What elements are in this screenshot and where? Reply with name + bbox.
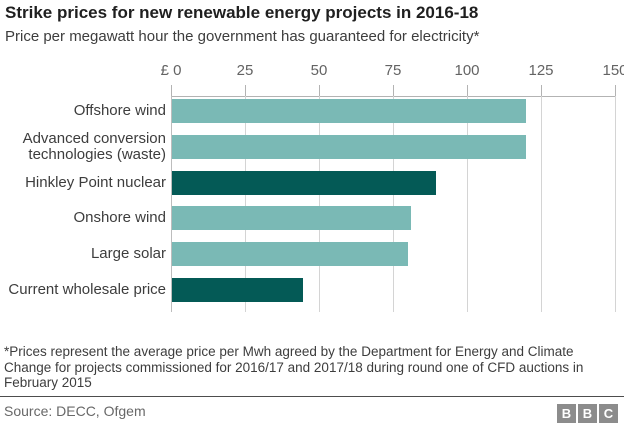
source-text: Source: DECC, Ofgem	[4, 403, 146, 419]
gridline	[393, 96, 394, 312]
axis-tick-mark	[319, 85, 320, 96]
axis-tick-label: 25	[236, 62, 254, 79]
divider	[0, 396, 624, 397]
gridline	[171, 96, 172, 312]
bbc-logo-letter: B	[578, 404, 597, 423]
bar	[172, 99, 527, 123]
bbc-logo-letter: B	[557, 404, 576, 423]
bbc-logo-letter: C	[599, 404, 618, 423]
chart-footnote: *Prices represent the average price per …	[4, 344, 584, 390]
gridline	[467, 96, 468, 312]
gridline	[245, 96, 246, 312]
gridline	[319, 96, 320, 312]
category-label: Large solar	[90, 245, 166, 262]
gridline	[541, 96, 542, 312]
bar	[172, 135, 527, 159]
category-label: Current wholesale price	[8, 281, 166, 298]
category-label: Hinkley Point nuclear	[25, 174, 166, 191]
axis-tick-mark	[541, 85, 542, 96]
bbc-logo: B B C	[557, 404, 618, 423]
category-label: Onshore wind	[73, 209, 166, 226]
bar-chart: £ 0 25 50 75 100 125 150 Offshore wind Advanced …	[8, 62, 624, 312]
axis-tick-mark	[467, 85, 468, 96]
axis-tick-label: £ 0	[160, 62, 182, 79]
bar	[172, 242, 408, 266]
bar	[172, 278, 303, 302]
axis-tick-label: 75	[384, 62, 402, 79]
category-label: Advanced conversion technologies (waste)	[22, 130, 166, 163]
gridline	[615, 96, 616, 312]
chart-subtitle: Price per megawatt hour the government h…	[5, 28, 480, 45]
axis-tick-label: 150	[602, 62, 624, 79]
axis-tick-label: 125	[528, 62, 554, 79]
axis-tick-label: 50	[310, 62, 328, 79]
chart-title: Strike prices for new renewable energy p…	[5, 3, 479, 22]
category-label: Offshore wind	[73, 102, 166, 119]
axis-tick-mark	[245, 85, 246, 96]
axis-tick-mark	[171, 85, 172, 96]
axis-tick-mark	[393, 85, 394, 96]
axis-tick-label: 100	[454, 62, 480, 79]
bar	[172, 206, 411, 230]
bar	[172, 171, 436, 195]
axis-tick-mark	[615, 85, 616, 96]
